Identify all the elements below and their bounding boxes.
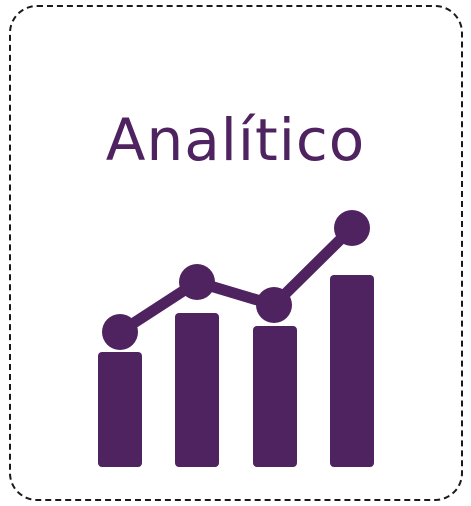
chart-bar-1 bbox=[98, 352, 142, 467]
analytics-card bbox=[9, 5, 463, 501]
chart-trend-line bbox=[102, 210, 370, 350]
trend-point-1 bbox=[102, 314, 138, 350]
trend-line bbox=[114, 222, 358, 338]
trend-point-4 bbox=[334, 210, 370, 246]
chart-bars bbox=[98, 275, 374, 467]
trend-point-2 bbox=[179, 264, 215, 300]
chart-bar-2 bbox=[175, 313, 219, 467]
chart-bar-3 bbox=[253, 326, 297, 467]
card-title: Analítico bbox=[105, 106, 366, 174]
chart-bar-4 bbox=[330, 275, 374, 467]
trend-point-3 bbox=[256, 287, 292, 323]
